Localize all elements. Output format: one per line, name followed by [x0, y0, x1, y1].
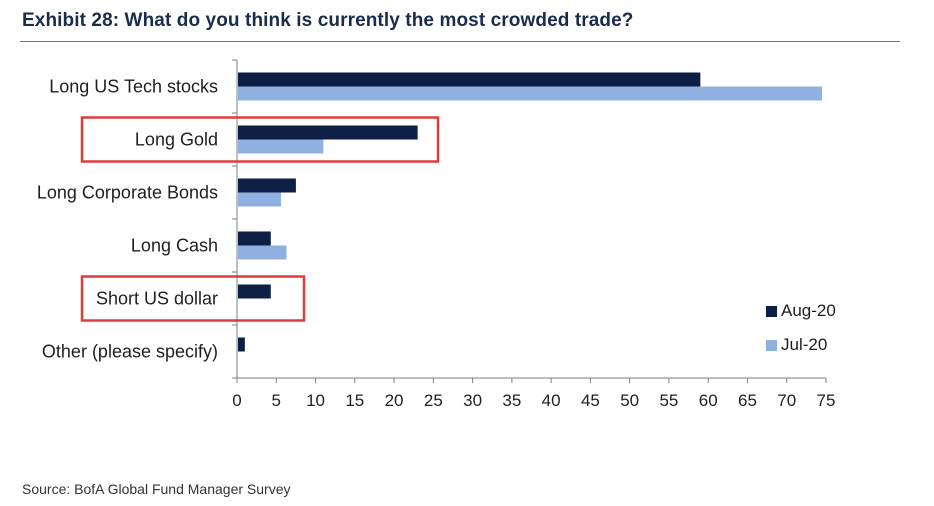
bar-aug-20: [238, 125, 418, 140]
bar-jul-20: [238, 86, 823, 101]
x-tick-label: 25: [424, 391, 443, 410]
bar-aug-20: [238, 337, 245, 352]
bar-jul-20: [238, 245, 287, 260]
x-tick-label: 40: [542, 391, 561, 410]
x-tick-label: 10: [306, 391, 325, 410]
x-tick-label: 30: [463, 391, 482, 410]
title-divider: [20, 41, 900, 42]
x-tick-label: 70: [777, 391, 796, 410]
x-tick-label: 45: [581, 391, 600, 410]
x-tick-label: 60: [699, 391, 718, 410]
x-tick-label: 20: [385, 391, 404, 410]
legend-swatch-aug-20: [766, 306, 777, 317]
category-label: Short US dollar: [96, 289, 218, 309]
x-tick-label: 55: [659, 391, 678, 410]
category-label: Other (please specify): [42, 342, 218, 362]
x-tick-label: 15: [345, 391, 364, 410]
bar-chart: 0 5 10 15 20 25 30 35 40 45 50 55 60 65 70 75 Long US Te…: [37, 59, 836, 410]
bar-jul-20: [238, 192, 281, 207]
x-tick-label: 50: [620, 391, 639, 410]
x-tick-label: 5: [272, 391, 281, 410]
highlight-box: [80, 116, 440, 163]
chart-title: Exhibit 28: What do you think is current…: [22, 10, 634, 31]
legend-label: Aug-20: [781, 301, 836, 320]
x-tick-label: 75: [817, 391, 836, 410]
bar-jul-20: [238, 139, 324, 154]
bar-aug-20: [238, 72, 701, 87]
legend-swatch-jul-20: [766, 340, 777, 351]
x-tick-label: 35: [502, 391, 521, 410]
x-tick-label: 0: [232, 391, 241, 410]
source-note: Source: BofA Global Fund Manager Survey: [22, 481, 291, 497]
legend-label: Jul-20: [781, 335, 827, 354]
category-label: Long Corporate Bonds: [37, 183, 218, 203]
category-label: Long Gold: [135, 130, 218, 150]
x-tick-label: 65: [738, 391, 757, 410]
highlight-box: [80, 275, 306, 322]
category-label: Long US Tech stocks: [49, 77, 218, 97]
category-label: Long Cash: [131, 236, 218, 256]
bar-aug-20: [238, 231, 271, 246]
bar-aug-20: [238, 284, 271, 299]
bar-aug-20: [238, 178, 296, 193]
